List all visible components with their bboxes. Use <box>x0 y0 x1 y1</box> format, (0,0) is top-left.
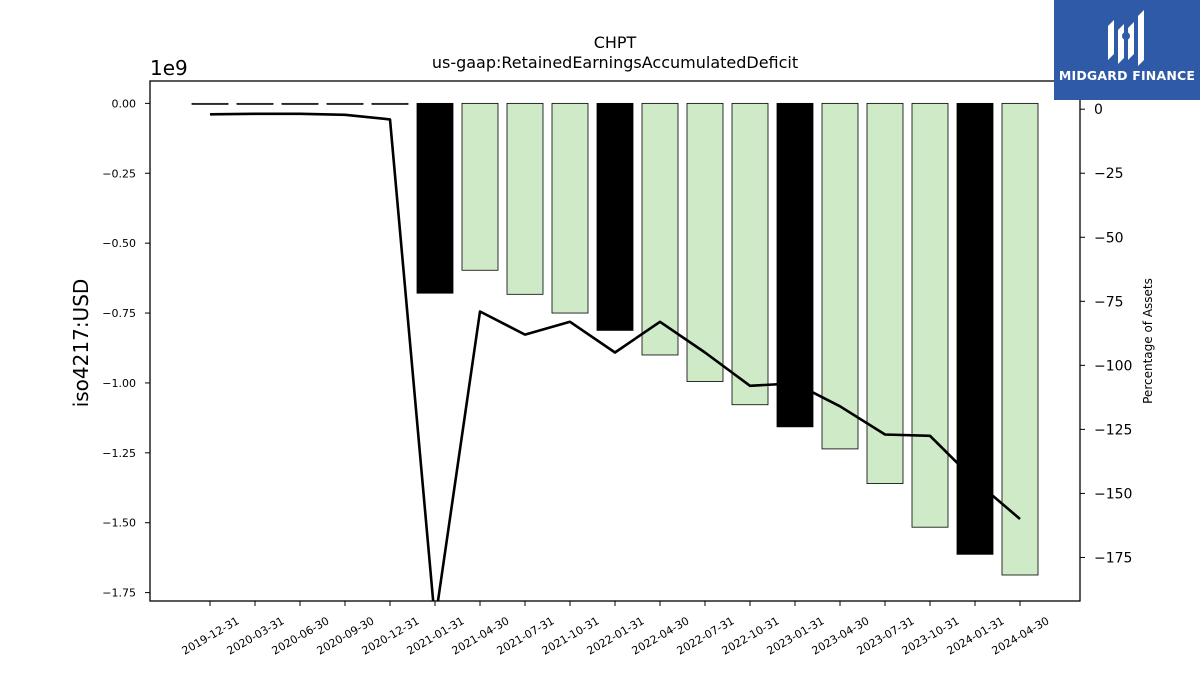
y-axis-label: iso4217:USD <box>69 279 93 408</box>
bar <box>236 102 274 105</box>
bar <box>731 102 769 406</box>
bar <box>1001 102 1039 576</box>
line-group <box>209 112 1021 601</box>
logo-mark-icon <box>1108 10 1144 66</box>
y-tick-label: −1.75 <box>102 587 136 600</box>
bars-group <box>191 102 1039 576</box>
y-tick-label: −1.50 <box>102 517 136 530</box>
y-tick-label: −1.00 <box>102 377 136 390</box>
y-tick-label: −0.75 <box>102 307 136 320</box>
bar <box>461 102 499 271</box>
bar <box>371 102 409 105</box>
bar <box>191 102 229 105</box>
y-offset-label: 1e9 <box>150 56 188 80</box>
y2-tick-label: −75 <box>1094 294 1124 310</box>
bar <box>686 102 724 382</box>
y-tick-label: −0.25 <box>102 167 136 180</box>
chart-subtitle: us-gaap:RetainedEarningsAccumulatedDefic… <box>432 53 798 72</box>
bar <box>956 102 994 555</box>
brand-logo: MIDGARD FINANCE <box>1054 0 1200 100</box>
logo-text: MIDGARD FINANCE <box>1058 68 1196 83</box>
bar <box>551 102 589 314</box>
pct-assets-line <box>209 112 1021 601</box>
bar <box>596 102 634 331</box>
bar <box>641 102 679 356</box>
chart-title: CHPT <box>594 33 637 52</box>
y2-axis-label: Percentage of Assets <box>1141 278 1155 404</box>
bar <box>281 102 319 105</box>
y2-tick-label: −25 <box>1094 166 1124 182</box>
bar <box>506 102 544 295</box>
y2-tick-label: −100 <box>1094 358 1132 374</box>
bar <box>326 102 364 105</box>
y2-tick-label: 0 <box>1094 102 1103 118</box>
y-tick-label: 0.00 <box>112 97 137 110</box>
bar <box>821 102 859 450</box>
y-tick-label: −0.50 <box>102 237 136 250</box>
bar <box>416 102 454 294</box>
y2-tick-label: −150 <box>1094 486 1132 502</box>
y2-tick-label: −50 <box>1094 230 1124 246</box>
bar <box>776 102 814 428</box>
bar <box>911 102 949 528</box>
y-tick-label: −1.25 <box>102 447 136 460</box>
y2-tick-label: −175 <box>1094 550 1132 566</box>
bar <box>866 102 904 484</box>
y2-tick-label: −125 <box>1094 422 1132 438</box>
